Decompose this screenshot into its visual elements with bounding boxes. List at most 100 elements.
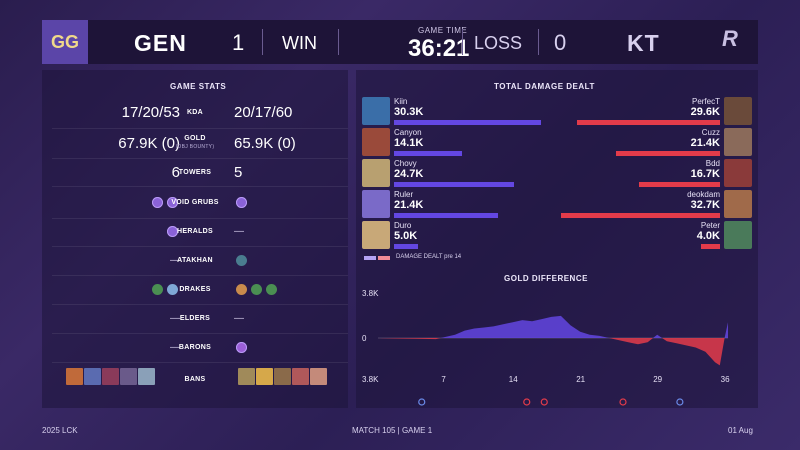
stat-row-atakhan: — ATAKHAN (42, 246, 348, 274)
player-name: Bdd (705, 159, 720, 168)
damage-bar (561, 213, 720, 218)
right-void-grubs (234, 194, 249, 211)
player-name: Duro (394, 221, 412, 230)
stat-row-barons: — BARONS (42, 333, 348, 361)
separator (462, 29, 463, 55)
divider (52, 304, 348, 305)
legend-swatch-blue (364, 256, 376, 260)
ban-portrait (120, 368, 137, 385)
objective-marker-icon (540, 398, 548, 406)
champion-portrait (362, 128, 390, 156)
scoreboard-bar: GG GEN 1 WIN GAME TIME 36:21 LOSS 0 KT R (42, 20, 758, 64)
stat-row-heralds: HERALDS — (42, 217, 348, 245)
stat-row-drakes: DRAKES (42, 275, 348, 303)
game-time-label: GAME TIME (418, 26, 468, 35)
player-name: Peter (700, 221, 720, 230)
stat-label-bans: BANS (184, 375, 206, 383)
y-tick-label: 3.8K (362, 289, 379, 298)
dragon-icon (266, 284, 277, 296)
stat-row-towers: 6 TOWERS 5 (42, 158, 348, 186)
damage-value: 30.3K (394, 106, 424, 118)
ban-portrait (238, 368, 255, 385)
champion-portrait (724, 221, 752, 249)
damage-panel: TOTAL DAMAGE DEALT Kiin 30.3K Canyon 14.1K C… (356, 70, 758, 408)
objective-marker-icon (523, 398, 531, 406)
grubs-icon (167, 197, 178, 209)
dragon-icon (251, 284, 262, 296)
damage-value: 4.0K (696, 230, 720, 242)
stat-label-barons: BARONS (178, 343, 212, 351)
damage-value: 24.7K (394, 168, 424, 180)
x-tick-label: 21 (576, 375, 585, 384)
damage-bar (700, 244, 720, 249)
divider (52, 333, 348, 334)
damage-row-right: Bdd 16.7K (376, 159, 752, 189)
left-bans (66, 368, 156, 390)
stat-row-kda: 17/20/53 KDA 20/17/60 (42, 98, 348, 126)
objective-marker-icon (619, 398, 627, 406)
right-atakhan (234, 252, 249, 269)
damage-bar (616, 151, 720, 156)
ban-portrait (138, 368, 155, 385)
ban-portrait (102, 368, 119, 385)
separator (262, 29, 263, 55)
champion-portrait (362, 190, 390, 218)
right-team-result: LOSS (474, 33, 523, 53)
stat-label-void-grubs: VOID GRUBS (171, 198, 219, 206)
left-atakhan: — (170, 254, 180, 266)
damage-bar (394, 213, 498, 218)
damage-value: 5.0K (394, 230, 418, 242)
player-name: Chovy (394, 159, 417, 168)
player-name: Kiin (394, 97, 408, 106)
left-void-grubs (150, 194, 180, 211)
grubs-icon (236, 197, 247, 209)
gold-diff-title: GOLD DIFFERENCE (504, 274, 588, 283)
champion-portrait (724, 97, 752, 125)
divider (52, 158, 348, 159)
right-kda: 20/17/60 (234, 103, 293, 121)
gold-area-negative (378, 338, 728, 366)
objective-marker-icon (418, 398, 426, 406)
player-name: Ruler (394, 190, 414, 199)
x-tick-label: 14 (509, 375, 518, 384)
stat-row-elders: — ELDERS — (42, 304, 348, 332)
divider (52, 246, 348, 247)
left-elders: — (170, 312, 180, 324)
left-gold: 67.9K (0) (118, 134, 180, 152)
gold-area-positive (378, 315, 728, 338)
left-heralds (165, 223, 180, 240)
game-stats-title: GAME STATS (170, 82, 227, 91)
damage-row-right: PerfecT 29.6K (376, 97, 752, 127)
right-team-score: 0 (554, 30, 567, 55)
ban-portrait (66, 368, 83, 385)
separator (338, 29, 339, 55)
game-stats-panel: GAME STATS 17/20/53 KDA 20/17/60 67.9K (… (42, 70, 348, 408)
player-name: Canyon (394, 128, 422, 137)
damage-row-left: Chovy 24.7K (362, 159, 738, 189)
herald-icon (167, 226, 178, 238)
damage-bar (394, 244, 419, 249)
atakhan-icon (236, 255, 247, 267)
divider (52, 128, 348, 129)
stat-row-void-grubs: VOID GRUBS (42, 186, 348, 218)
champion-portrait (724, 190, 752, 218)
gen-logo: GG (42, 20, 88, 64)
champion-portrait (362, 159, 390, 187)
damage-row-left: Ruler 21.4K (362, 190, 738, 220)
y-tick-label: 3.8K (362, 375, 379, 384)
left-team-score: 1 (232, 30, 245, 55)
footer-date: 01 Aug (728, 426, 753, 435)
damage-bar (576, 120, 720, 125)
right-elders: — (234, 312, 244, 324)
stat-label-atakhan: ATAKHAN (177, 256, 213, 264)
damage-row-left: Canyon 14.1K (362, 128, 738, 158)
player-name: deokdam (687, 190, 720, 199)
right-bans (238, 368, 328, 390)
stat-label-gold: GOLD (DBJ BOUNTY) (167, 134, 223, 152)
champion-portrait (362, 221, 390, 249)
ban-portrait (256, 368, 273, 385)
left-towers: 6 (171, 163, 180, 181)
objective-marker-icon (676, 398, 684, 406)
damage-row-left: Duro 5.0K (362, 221, 738, 251)
dragon-icon (236, 284, 247, 296)
